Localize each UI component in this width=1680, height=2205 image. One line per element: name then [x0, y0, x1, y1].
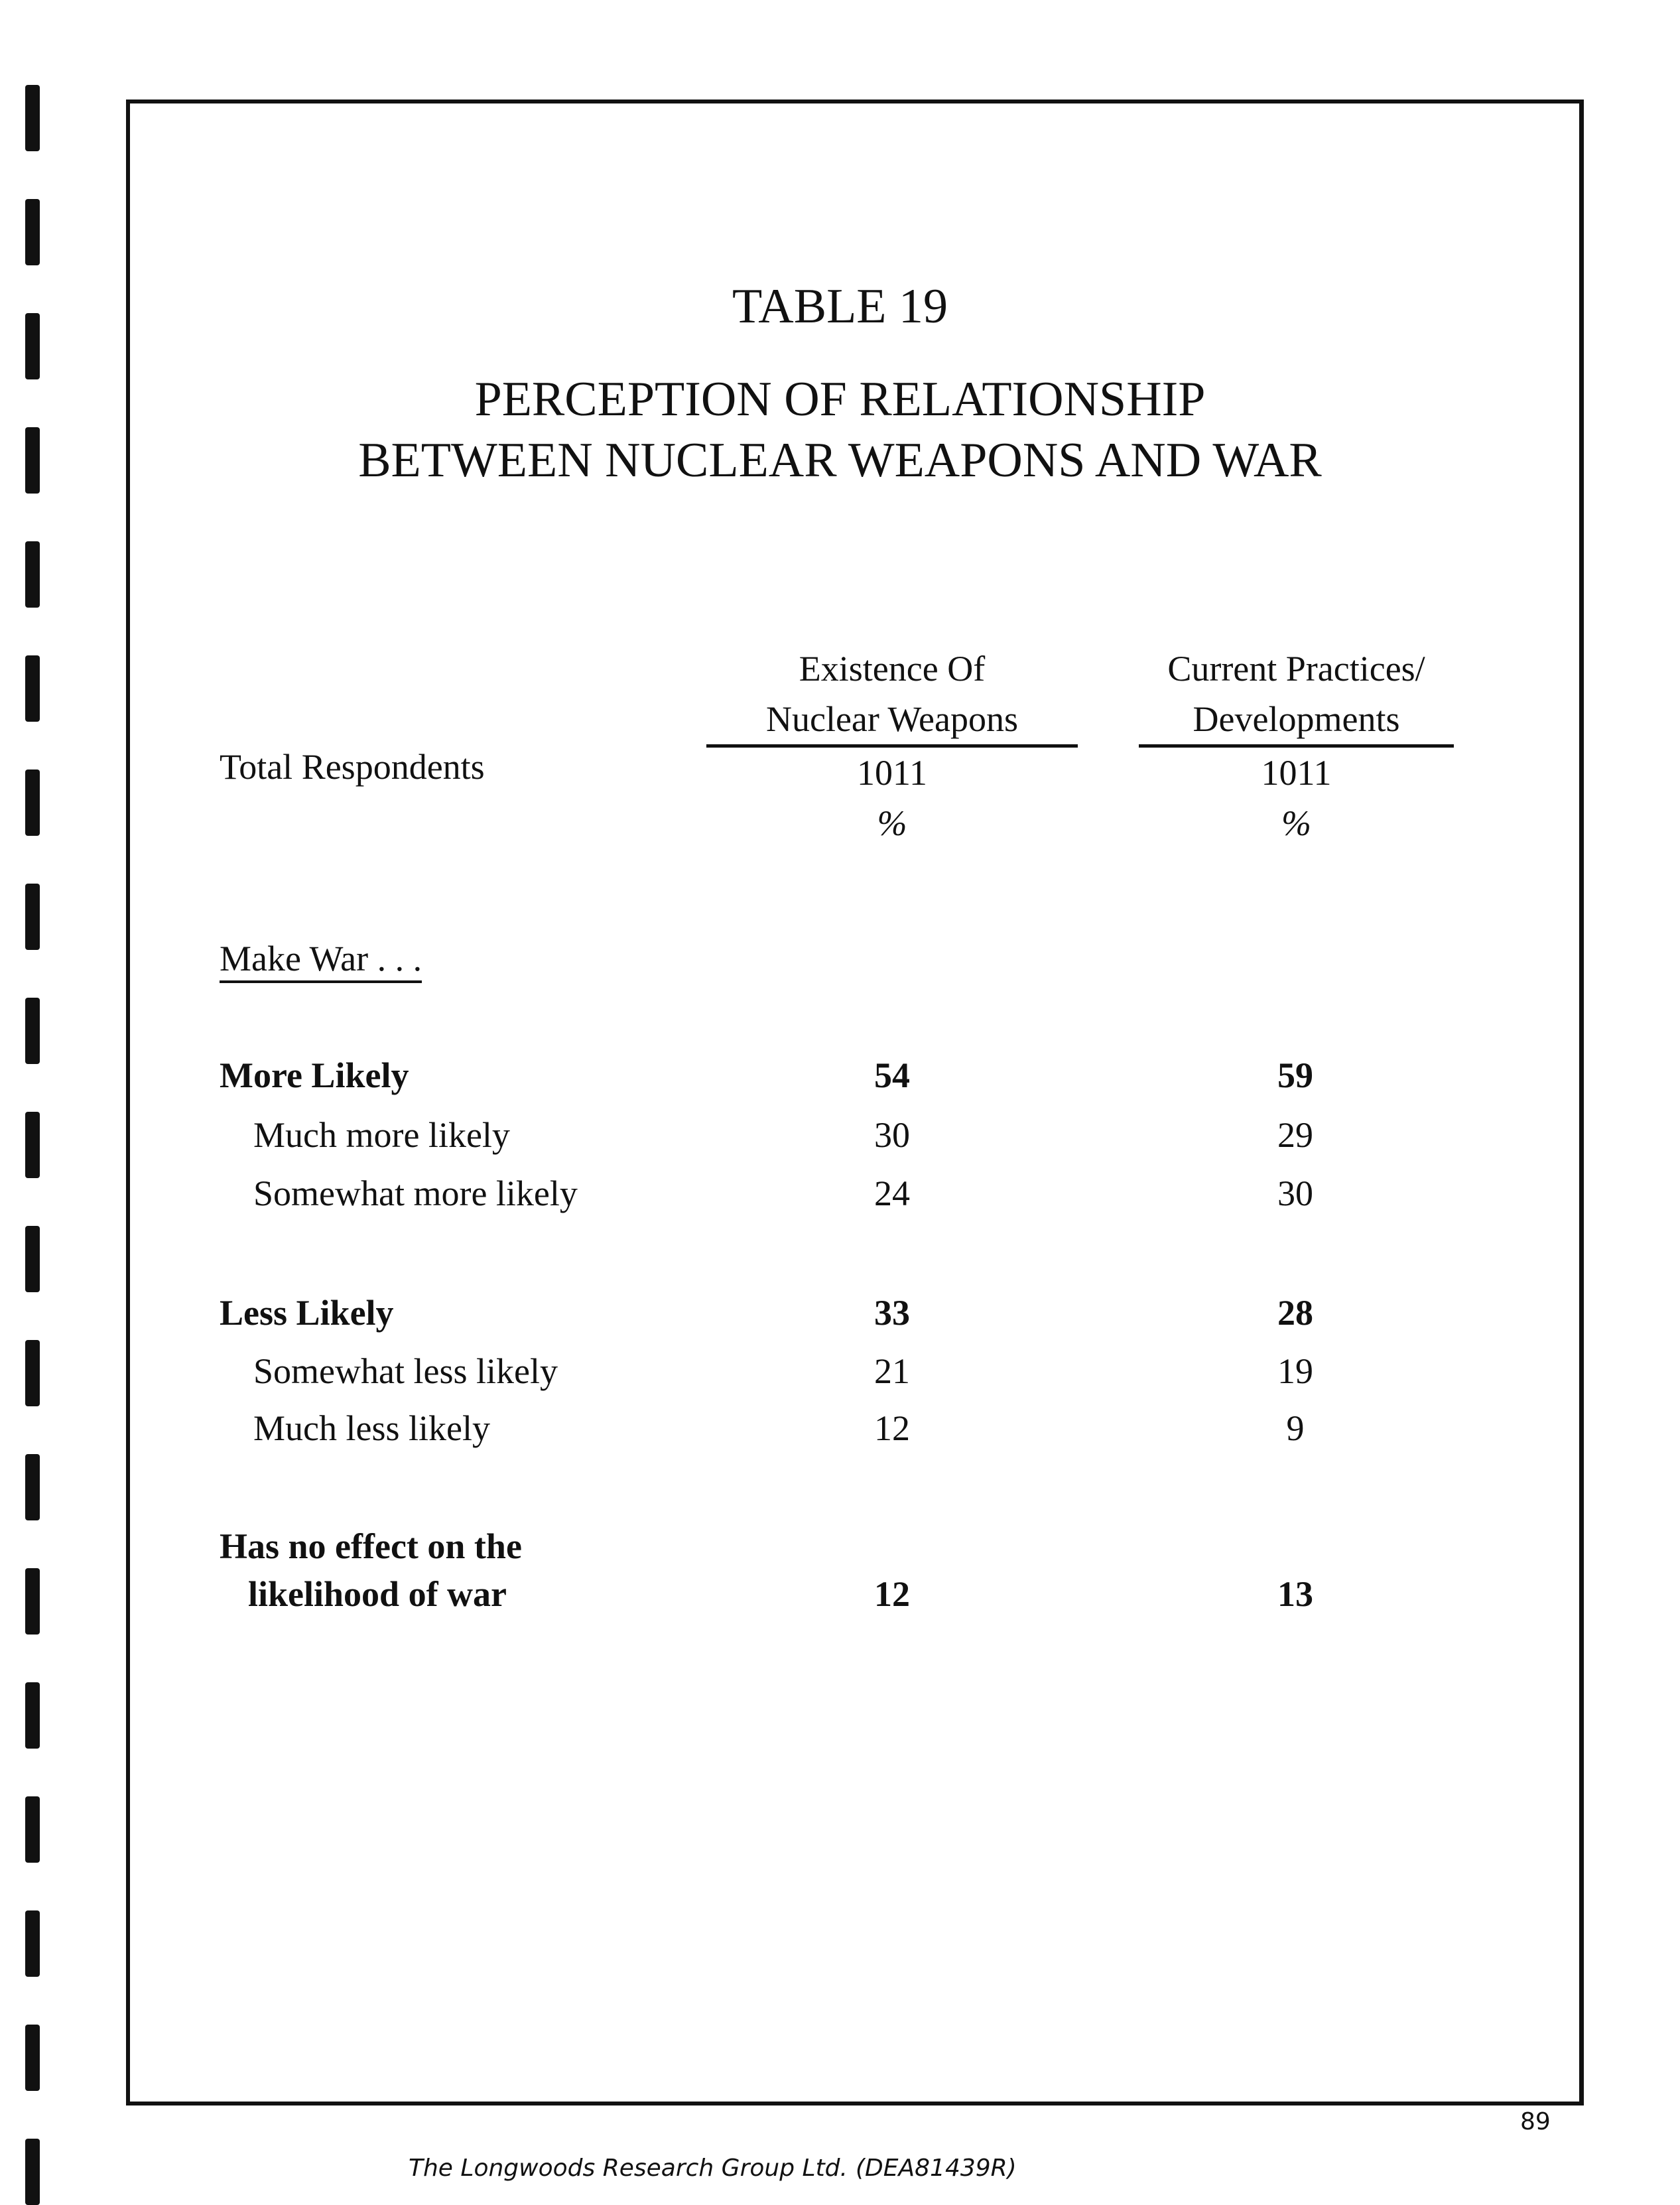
binder-mark	[25, 1226, 40, 1292]
page-border	[126, 100, 1584, 2105]
row-label-line2: likelihood of war	[248, 1574, 507, 1614]
binder-mark	[25, 427, 40, 494]
row-label: Somewhat more likely	[253, 1173, 578, 1213]
page-number: 89	[1520, 2108, 1551, 2135]
footer-code: (DEA81439R)	[856, 2155, 1017, 2182]
total-respondents-label: Total Respondents	[220, 747, 485, 787]
binder-mark	[25, 998, 40, 1064]
row-value: 28	[1277, 1293, 1313, 1333]
row-value: 54	[874, 1055, 910, 1095]
column-unit: %	[1281, 803, 1311, 843]
row-label: More Likely	[220, 1055, 409, 1095]
binder-mark	[25, 2139, 40, 2205]
binder-mark	[25, 769, 40, 836]
row-value: 33	[874, 1293, 910, 1333]
column-header-line2: Developments	[1139, 694, 1454, 748]
binder-mark	[25, 1340, 40, 1406]
row-value: 21	[874, 1351, 910, 1391]
binder-mark	[25, 655, 40, 722]
binder-mark	[25, 1682, 40, 1749]
row-value: 12	[874, 1408, 910, 1448]
table-title-line1: PERCEPTION OF RELATIONSHIP	[474, 372, 1206, 427]
binder-mark	[25, 1796, 40, 1863]
table-title-line2: BETWEEN NUCLEAR WEAPONS AND WAR	[358, 433, 1322, 488]
footer-company: The Longwoods Research Group Ltd.	[409, 2155, 848, 2182]
table-number: TABLE 19	[732, 279, 948, 334]
row-value: 12	[874, 1574, 910, 1614]
row-value: 30	[874, 1115, 910, 1155]
row-value: 19	[1277, 1351, 1313, 1391]
binder-mark	[25, 85, 40, 151]
binder-mark	[25, 1454, 40, 1520]
column-base: 1011	[857, 753, 927, 793]
row-value: 30	[1277, 1173, 1313, 1213]
column-header-line1: Current Practices/	[1167, 649, 1425, 689]
column-header-line1: Existence Of	[799, 649, 986, 689]
row-value: 9	[1286, 1408, 1305, 1448]
binder-mark	[25, 884, 40, 950]
row-label: Much more likely	[253, 1115, 510, 1155]
binder-mark	[25, 1910, 40, 1977]
binder-mark	[25, 541, 40, 608]
section-label: Make War . . .	[220, 938, 422, 983]
row-label: Less Likely	[220, 1293, 394, 1333]
row-label: Somewhat less likely	[253, 1351, 558, 1391]
row-value: 13	[1277, 1574, 1313, 1614]
column-header-line2: Nuclear Weapons	[706, 694, 1078, 748]
column-header-current: Current Practices/ Developments 1011 %	[1139, 643, 1454, 848]
row-value: 59	[1277, 1055, 1313, 1095]
column-unit: %	[877, 803, 907, 843]
binder-mark	[25, 199, 40, 265]
row-label: Much less likely	[253, 1408, 490, 1448]
binder-mark	[25, 1112, 40, 1178]
row-value: 29	[1277, 1115, 1313, 1155]
row-value: 24	[874, 1173, 910, 1213]
binder-mark	[25, 313, 40, 379]
binder-mark	[25, 2025, 40, 2091]
column-header-existence: Existence Of Nuclear Weapons 1011 %	[706, 643, 1078, 848]
binder-mark	[25, 1568, 40, 1635]
row-label: Has no effect on the	[220, 1526, 522, 1566]
column-base: 1011	[1261, 753, 1332, 793]
